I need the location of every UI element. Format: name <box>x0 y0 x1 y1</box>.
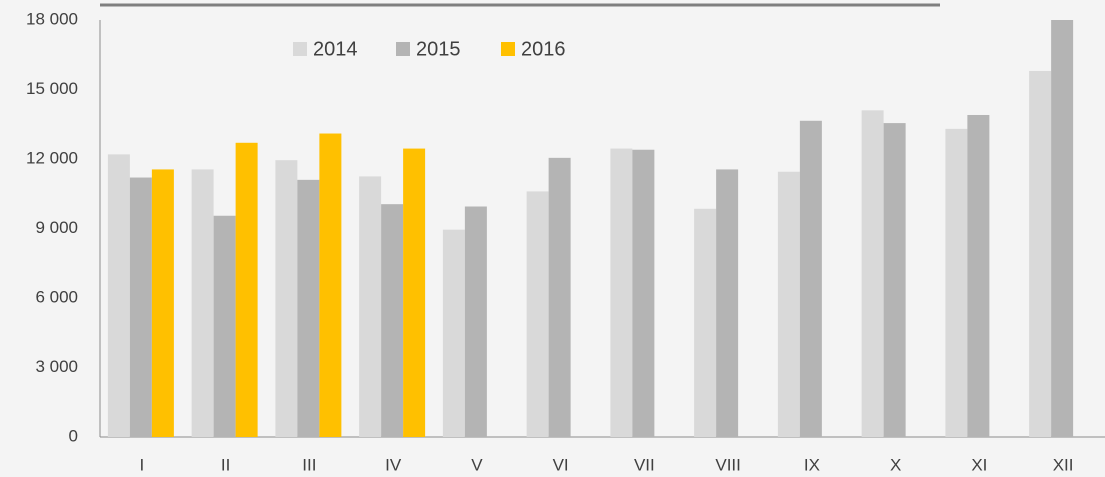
x-tick-label: IV <box>385 455 402 474</box>
legend-swatch <box>396 42 410 56</box>
y-tick-label: 9 000 <box>35 218 78 237</box>
bar <box>275 160 297 437</box>
bar <box>945 129 967 437</box>
legend-label: 2015 <box>416 38 461 60</box>
bar <box>610 149 632 437</box>
x-tick-label: II <box>221 455 230 474</box>
y-tick-label: 12 000 <box>26 148 78 167</box>
y-tick-label: 0 <box>69 426 78 445</box>
legend-swatch <box>501 42 515 56</box>
bar <box>694 209 716 437</box>
y-tick-label: 15 000 <box>26 79 78 98</box>
bar <box>778 172 800 437</box>
bar <box>967 115 989 437</box>
bar <box>716 169 738 437</box>
bar <box>527 191 549 437</box>
bar <box>130 178 152 437</box>
bar <box>403 149 425 437</box>
bar <box>632 150 654 437</box>
x-tick-label: VII <box>634 455 655 474</box>
bar <box>319 134 341 437</box>
bar <box>1051 20 1073 437</box>
legend-label: 2016 <box>521 38 566 60</box>
x-tick-label: III <box>302 455 316 474</box>
x-tick-label: X <box>890 455 901 474</box>
bar <box>152 169 174 437</box>
bar <box>884 123 906 437</box>
bar <box>381 204 403 437</box>
x-tick-label: V <box>471 455 483 474</box>
y-tick-label: 6 000 <box>35 287 78 306</box>
bar <box>108 154 130 437</box>
bar <box>862 110 884 437</box>
bar <box>549 158 571 437</box>
bar <box>465 206 487 437</box>
x-tick-label: XII <box>1053 455 1074 474</box>
y-tick-label: 18 000 <box>26 9 78 28</box>
bar <box>236 143 258 437</box>
y-tick-label: 3 000 <box>35 357 78 376</box>
bar <box>359 176 381 437</box>
x-tick-label: XI <box>971 455 987 474</box>
bar <box>1029 71 1051 437</box>
bar <box>214 216 236 437</box>
legend-label: 2014 <box>313 38 358 60</box>
bar <box>297 180 319 437</box>
x-tick-label: IX <box>804 455 820 474</box>
x-tick-label: VIII <box>715 455 741 474</box>
legend-swatch <box>293 42 307 56</box>
bar <box>192 169 214 437</box>
chart: 03 0006 0009 00012 00015 00018 000IIIIII… <box>0 0 1105 477</box>
x-tick-label: VI <box>553 455 569 474</box>
bar <box>443 230 465 437</box>
bar <box>800 121 822 437</box>
x-tick-label: I <box>140 455 145 474</box>
